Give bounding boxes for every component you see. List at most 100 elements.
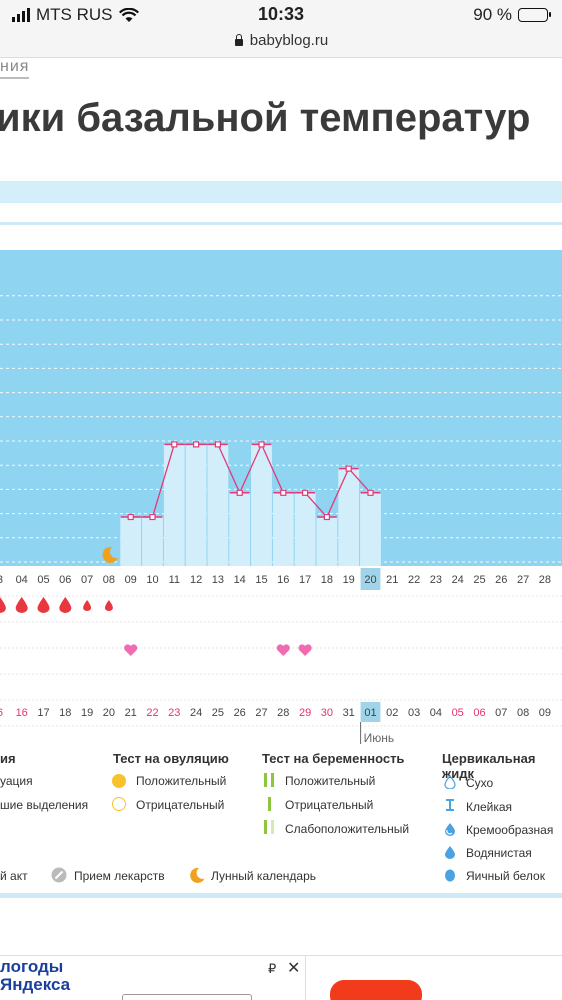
calendar-date: 27 [255,707,267,719]
legend-item: Лунный календарь [211,869,317,883]
day-label: 19 [343,574,355,586]
wifi-icon [118,7,139,22]
temperature-bar [142,517,163,566]
temperature-bar [272,492,294,566]
negative-dot-icon [112,797,126,811]
calendar-date: 19 [81,707,93,719]
day-label: 23 [430,574,442,586]
day-label: 10 [146,574,158,586]
temperature-bar [360,492,381,566]
close-icon[interactable]: ✕ [287,960,301,977]
legend-header-ovulation: Тест на овуляцию [113,751,229,766]
day-label: 08 [103,574,115,586]
battery-percent: 90 % [473,5,512,24]
temperature-point [149,513,156,521]
day-label: 25 [473,574,485,586]
address-bar[interactable]: babyblog.ru [0,32,562,49]
calendar-date: 01 [364,707,376,719]
calendar-date: 26 [234,707,246,719]
ad-title[interactable]: логоды Яндекса [0,957,71,994]
temperature-point [367,489,374,496]
ad-banner[interactable]: логоды Яндекса ₽ ✕ [0,955,562,1000]
temperature-bar [294,492,316,566]
legend-header-pregnancy: Тест на беременность [262,751,405,766]
battery-status: 90 % [473,5,551,25]
calendar-date: 22 [146,707,158,719]
watery-drop-icon [445,846,455,859]
lock-icon [234,34,244,46]
faint-line-icon [264,820,267,834]
day-label: 20 [364,574,376,586]
temperature-point [302,489,309,496]
dry-drop-icon [444,775,456,789]
calendar-date: 02 [386,707,398,719]
day-label: 05 [37,574,49,586]
calendar-date: 18 [59,707,71,719]
temperature-point [345,465,352,472]
breadcrumb[interactable]: ния [0,58,30,79]
blood-drop-icon [0,597,6,613]
legend-item: уация [0,774,33,788]
positive-dot-icon [112,774,126,788]
legend-item: Отрицательный [285,798,374,812]
temperature-bar [163,444,185,566]
temperature-bar [185,444,207,566]
day-label: 15 [255,574,267,586]
ad-button[interactable] [330,980,422,1000]
month-label: Июнь [364,731,395,745]
divider [0,222,562,225]
temperature-point [171,441,178,448]
day-label: 16 [277,574,289,586]
calendar-date: 24 [190,707,202,719]
selected-date-highlight [360,702,381,722]
day-label: 24 [452,574,464,586]
carrier-label: MTS RUS [36,5,113,24]
page-title: ики базальной температур [0,96,531,140]
moon-icon [102,546,118,563]
selected-day-highlight [360,568,381,590]
calendar-date: 05 [452,707,464,719]
heart-icon [124,644,138,656]
day-label: 17 [299,574,311,586]
legend-item: Клейкая [466,800,513,814]
medication-icon [51,867,67,883]
calendar-date: 30 [321,707,333,719]
temperature-bar [338,468,360,566]
egg-white-icon [445,869,455,882]
temperature-bar [316,517,338,566]
legend-item: Прием лекарств [74,869,165,883]
status-bar: MTS RUS 10:33 90 % babyblog.ru [0,0,562,58]
day-label: 22 [408,574,420,586]
calendar-date: 17 [37,707,49,719]
divider [305,956,306,1000]
legend-item: Слабоположительный [285,822,410,836]
day-label: 21 [386,574,398,586]
calendar-date: 31 [343,707,355,719]
legend-item: Кремообразная [466,823,554,837]
day-label: 18 [321,574,333,586]
legend-item: Положительный [285,774,376,788]
temperature-line [130,442,371,519]
calendar-date: 07 [495,707,507,719]
blood-drop-icon [15,597,28,613]
calendar-date: 20 [103,707,115,719]
day-label: 09 [125,574,137,586]
clock: 10:33 [257,4,305,24]
day-label: 28 [539,574,551,586]
url-text: babyblog.ru [249,32,329,49]
battery-icon [518,8,551,22]
temperature-point [127,513,134,521]
temperature-point [214,441,221,448]
legend-item: шие выделения [0,798,89,812]
sticky-icon [446,799,454,811]
calendar-date: 25 [212,707,224,719]
calendar-date: 08 [517,707,529,719]
ad-search-input[interactable] [122,994,252,1000]
bbt-chart: 3 04 05 06 07 08 09 10 11 12 13 14 15 16 17 18 19 20 21 22 2… [0,250,562,745]
temperature-point [258,441,265,448]
chart-rows [0,592,562,740]
legend-item: Сухо [466,776,494,790]
temperature-point [236,489,243,496]
calendar-date: 04 [430,707,442,719]
legend: ия уация шие выделения Тест на овуляцию … [0,748,562,898]
